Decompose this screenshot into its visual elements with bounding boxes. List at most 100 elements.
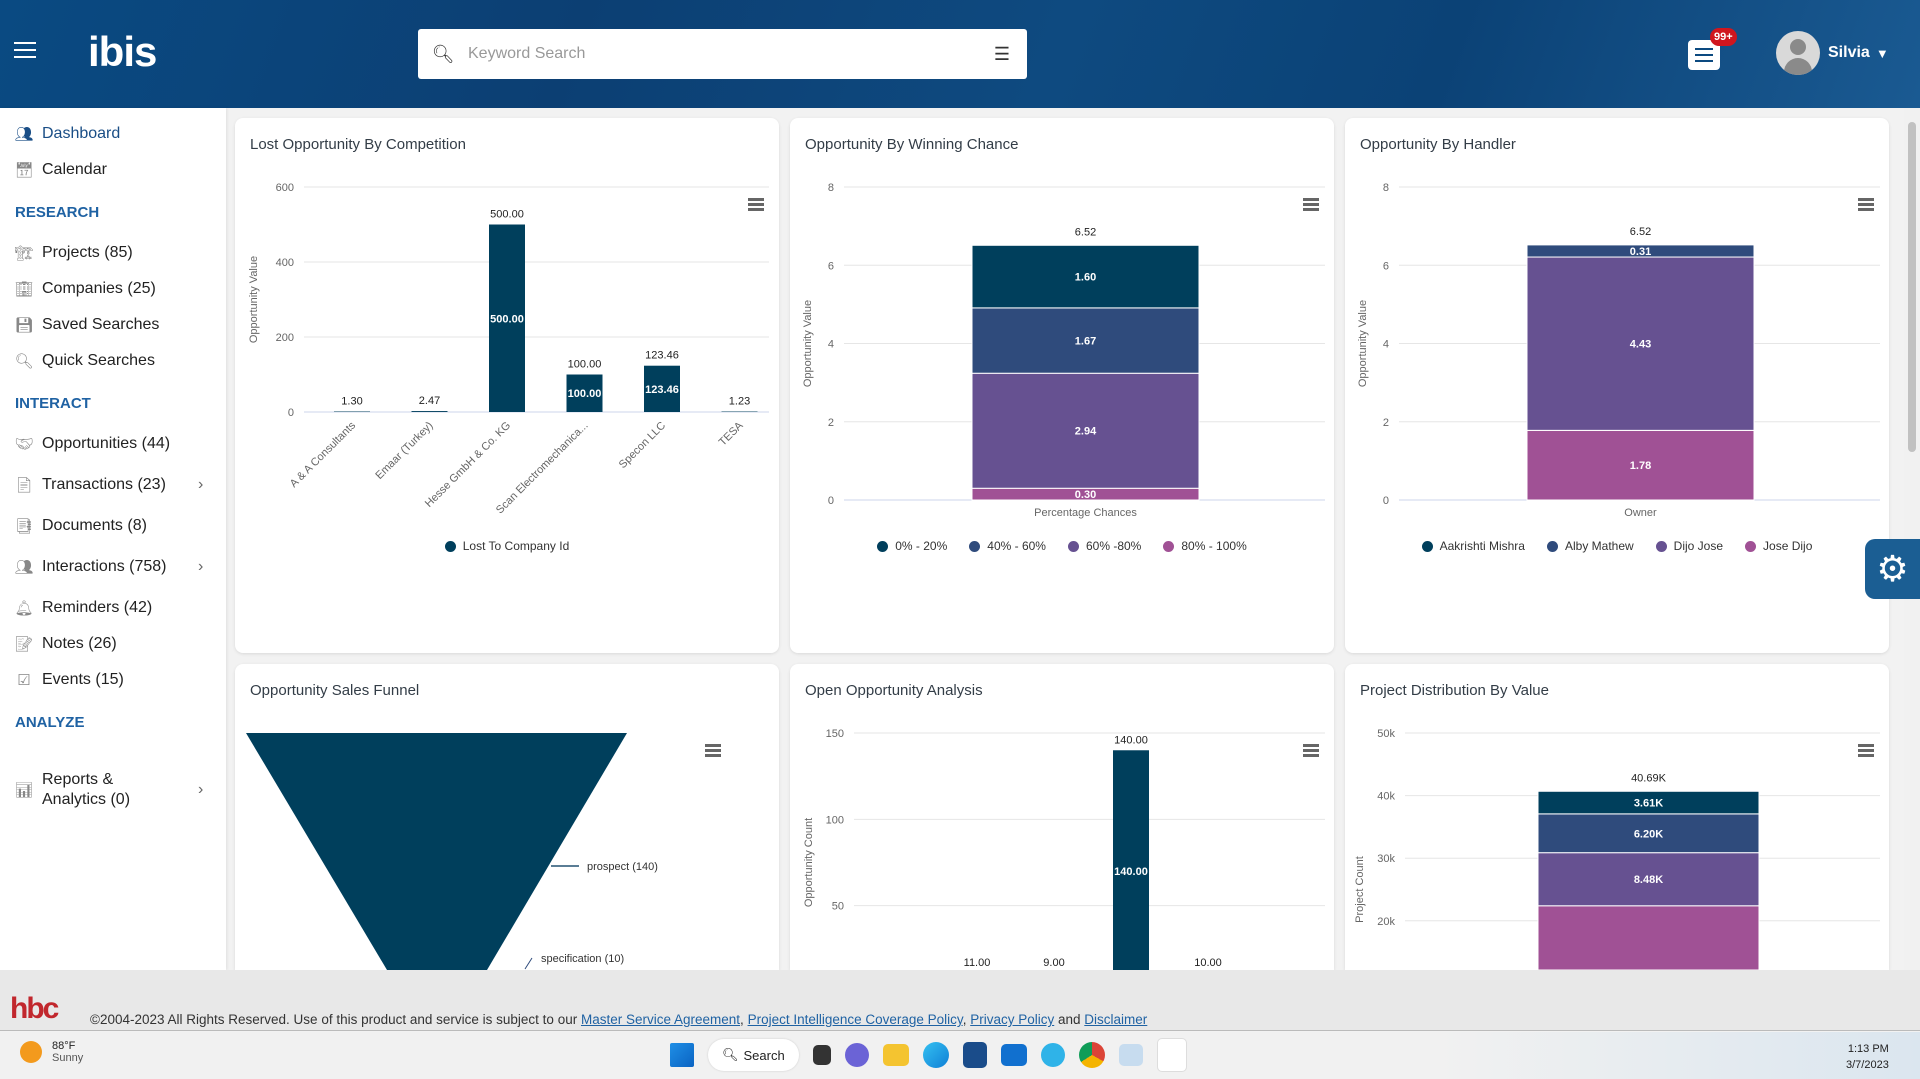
- sidebar-item-companies[interactable]: 🏢︎ Companies (25): [14, 280, 214, 298]
- chart-legend: 0% - 20% 40% - 60% 60% -80% 80% - 100%: [790, 539, 1334, 553]
- settings-gear-icon[interactable]: ⚙: [1865, 539, 1920, 599]
- user-name: Silvia: [1828, 44, 1870, 61]
- stacked-segment: [971, 307, 1200, 374]
- sidebar-item-transactions[interactable]: 📄︎ Transactions (23) ›: [14, 476, 214, 494]
- legend-label: Lost To Company Id: [462, 539, 570, 553]
- x-tick-label: Specon LLC: [617, 420, 668, 471]
- disclaimer-link[interactable]: Disclaimer: [1084, 1012, 1148, 1027]
- chart-svg: 0 2 4 6 8 Opportunity Value 0.30 2.94 1.67 1.60 6.…: [802, 182, 1325, 519]
- y-axis-title: Opportunity Value: [248, 256, 260, 343]
- y-tick-label: 2: [1383, 417, 1389, 429]
- sidebar-item-opportunities[interactable]: 🤝︎ Opportunities (44): [14, 435, 214, 453]
- y-tick-label: 8: [1383, 182, 1389, 194]
- scrollbar-thumb[interactable]: [1908, 122, 1916, 452]
- x-tick-label: TESA: [717, 419, 746, 448]
- weather-widget[interactable]: 88°F Sunny: [20, 1040, 83, 1064]
- snipping-tool-icon[interactable]: [1156, 1038, 1187, 1072]
- chart-legend: Lost To Company Id: [235, 539, 779, 553]
- sidebar-item-documents[interactable]: 📑︎ Documents (8): [14, 517, 214, 535]
- sidebar-item-label: Saved Searches: [42, 316, 160, 333]
- data-label: 123.46: [645, 350, 679, 362]
- sidebar-item-interactions[interactable]: 👥︎ Interactions (758) ›: [14, 558, 214, 576]
- y-axis-title: Opportunity Value: [1357, 300, 1369, 387]
- segment-label: 1.78: [1630, 460, 1651, 472]
- chevron-right-icon[interactable]: ›: [198, 558, 204, 575]
- temperature: 88°F: [52, 1040, 76, 1052]
- chart-menu-icon[interactable]: [748, 198, 764, 211]
- legend-item[interactable]: Dijo Jose: [1655, 539, 1723, 553]
- store-icon[interactable]: [962, 1042, 987, 1068]
- master-service-agreement-link[interactable]: Master Service Agreement: [580, 1012, 741, 1027]
- segment-label: 2.94: [1075, 426, 1097, 438]
- legend-item[interactable]: 80% - 100%: [1163, 539, 1247, 553]
- caret-down-icon: ▼: [1875, 45, 1889, 61]
- legend-item[interactable]: Alby Mathew: [1546, 539, 1634, 553]
- legend-item[interactable]: 0% - 20%: [877, 539, 947, 553]
- search-icon[interactable]: 🔍︎: [431, 43, 455, 64]
- dashboard-main: Lost Opportunity By Competition 0 200 400 60…: [226, 108, 1904, 970]
- total-label: 6.52: [1075, 226, 1096, 238]
- legend-item[interactable]: Jose Dijo: [1745, 539, 1812, 553]
- windows-start-icon[interactable]: [670, 1043, 694, 1067]
- chart-menu-icon[interactable]: [1303, 744, 1319, 757]
- legend-dot-icon: [1067, 540, 1079, 552]
- edge-icon[interactable]: [922, 1042, 949, 1068]
- segment-label: 1.60: [1075, 272, 1096, 284]
- chevron-right-icon[interactable]: ›: [198, 781, 204, 798]
- ibis-logo[interactable]: ibis: [88, 28, 157, 75]
- sidebar-item-notes[interactable]: 📝︎ Notes (26): [14, 635, 214, 653]
- legend-item[interactable]: Lost To Company Id: [444, 539, 570, 553]
- saved-search-icon: 💾︎: [14, 317, 34, 334]
- teams-chat-icon[interactable]: [844, 1043, 869, 1067]
- sidebar-item-label: Calendar: [42, 161, 107, 178]
- sidebar-item-reports-analytics[interactable]: 📊︎ Reports & Analytics (0) ›: [14, 770, 214, 810]
- segment-label: 1.67: [1075, 336, 1096, 348]
- data-label-inside: 500.00: [490, 313, 524, 325]
- clock[interactable]: 1:13 PM 3/7/2023: [1846, 1041, 1889, 1073]
- y-tick-label: 50k: [1377, 728, 1395, 740]
- sidebar-item-label: Reminders (42): [42, 599, 153, 616]
- mail-icon[interactable]: [1000, 1044, 1027, 1066]
- funnel-label: specification (10): [541, 953, 624, 965]
- legend-item[interactable]: 60% -80%: [1067, 539, 1141, 553]
- sidebar-item-dashboard[interactable]: 👥︎ Dashboard: [14, 125, 214, 143]
- sidebar-item-calendar[interactable]: 📅︎ Calendar: [14, 161, 214, 179]
- legend-dot-icon: [969, 540, 981, 552]
- data-label-inside: 140.00: [1114, 866, 1148, 878]
- y-axis-title: Opportunity Count: [803, 818, 815, 907]
- legend-dot-icon: [1163, 540, 1175, 552]
- remote-desktop-icon[interactable]: [1118, 1044, 1143, 1066]
- filter-sliders-icon[interactable]: ☰: [993, 43, 1011, 64]
- legend-label: Aakrishti Mishra: [1439, 539, 1525, 553]
- coverage-policy-link[interactable]: Project Intelligence Coverage Policy: [747, 1012, 963, 1027]
- chart-card-lost-opportunity-by-competition: Lost Opportunity By Competition 0 200 400 60…: [235, 118, 779, 653]
- chart-menu-icon[interactable]: [1858, 744, 1874, 757]
- chart-menu-icon[interactable]: [705, 744, 721, 757]
- legend-item[interactable]: 40% - 60%: [969, 539, 1046, 553]
- legend-label: 0% - 20%: [895, 539, 948, 553]
- header: ibis 🔍︎ ☰ 99+ Silvia ▼: [0, 0, 1920, 108]
- sidebar-item-label: Documents (8): [42, 517, 147, 534]
- task-view-icon[interactable]: [812, 1045, 831, 1065]
- notification-badge: 99+: [1710, 28, 1737, 46]
- hamburger-menu-icon[interactable]: [14, 42, 36, 58]
- file-explorer-icon[interactable]: [882, 1044, 909, 1066]
- keyword-search-input[interactable]: [468, 45, 977, 63]
- sidebar-item-projects[interactable]: 🏗︎ Projects (85): [14, 244, 214, 262]
- chrome-icon[interactable]: [1078, 1042, 1105, 1068]
- sidebar-item-events[interactable]: ☑︎ Events (15): [14, 671, 214, 689]
- segment-label: 4.43: [1630, 339, 1651, 351]
- taskbar-search[interactable]: 🔍︎ Search: [708, 1039, 799, 1071]
- user-menu[interactable]: Silvia ▼: [1776, 31, 1889, 75]
- stacked-segment: [1526, 256, 1755, 431]
- privacy-policy-link[interactable]: Privacy Policy: [970, 1012, 1055, 1027]
- legend-item[interactable]: Aakrishti Mishra: [1421, 539, 1525, 553]
- y-tick-label: 50: [832, 901, 844, 913]
- chart-menu-icon[interactable]: [1858, 198, 1874, 211]
- chart-menu-icon[interactable]: [1303, 198, 1319, 211]
- sidebar-item-quick-searches[interactable]: 🔍︎ Quick Searches: [14, 352, 214, 370]
- sidebar-item-reminders[interactable]: 🔔︎ Reminders (42): [14, 599, 214, 617]
- sidebar-item-saved-searches[interactable]: 💾︎ Saved Searches: [14, 316, 214, 334]
- app-icon[interactable]: [1040, 1043, 1065, 1067]
- chevron-right-icon[interactable]: ›: [198, 476, 204, 493]
